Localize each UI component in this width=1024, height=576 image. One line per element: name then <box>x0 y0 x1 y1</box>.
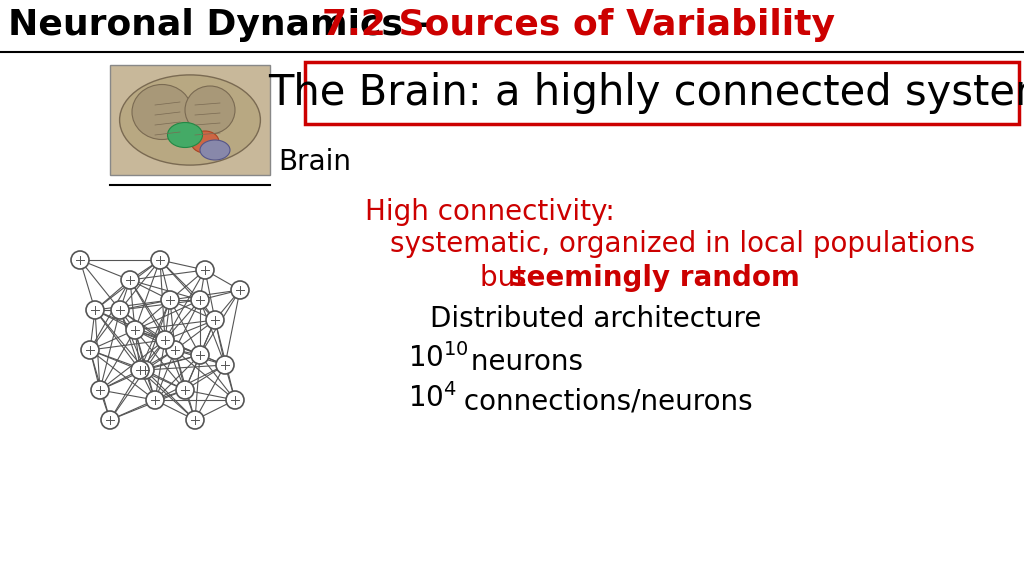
Text: but: but <box>480 264 535 292</box>
Text: connections/neurons: connections/neurons <box>455 388 753 416</box>
Ellipse shape <box>168 123 203 147</box>
Circle shape <box>186 411 204 429</box>
Text: seemingly random: seemingly random <box>510 264 800 292</box>
Circle shape <box>161 291 179 309</box>
Circle shape <box>176 381 194 399</box>
Circle shape <box>146 391 164 409</box>
Circle shape <box>86 301 104 319</box>
Circle shape <box>196 261 214 279</box>
Circle shape <box>111 301 129 319</box>
Circle shape <box>126 321 144 339</box>
Text: $10^{10}$: $10^{10}$ <box>408 343 469 373</box>
Ellipse shape <box>200 140 230 160</box>
Text: Brain: Brain <box>278 148 351 176</box>
Circle shape <box>81 341 99 359</box>
Ellipse shape <box>185 86 234 134</box>
Circle shape <box>216 356 234 374</box>
Circle shape <box>101 411 119 429</box>
Text: $10^{4}$: $10^{4}$ <box>408 383 457 413</box>
Text: neurons: neurons <box>462 348 583 376</box>
Text: Neuronal Dynamics –: Neuronal Dynamics – <box>8 8 446 42</box>
Circle shape <box>91 381 109 399</box>
Circle shape <box>231 281 249 299</box>
FancyBboxPatch shape <box>305 62 1019 124</box>
Circle shape <box>136 361 154 379</box>
Circle shape <box>121 271 139 289</box>
Text: Distributed architecture: Distributed architecture <box>430 305 762 333</box>
Circle shape <box>71 251 89 269</box>
Circle shape <box>206 311 224 329</box>
Circle shape <box>156 331 174 349</box>
Circle shape <box>226 391 244 409</box>
Ellipse shape <box>132 85 193 139</box>
Circle shape <box>166 341 184 359</box>
Ellipse shape <box>120 75 260 165</box>
Circle shape <box>151 251 169 269</box>
Text: The Brain: a highly connected system: The Brain: a highly connected system <box>268 72 1024 114</box>
Text: 7.2 Sources of Variability: 7.2 Sources of Variability <box>322 8 835 42</box>
Circle shape <box>131 361 150 379</box>
Circle shape <box>191 291 209 309</box>
Text: High connectivity:: High connectivity: <box>365 198 614 226</box>
Circle shape <box>191 346 209 364</box>
Ellipse shape <box>191 131 219 153</box>
Text: systematic, organized in local populations: systematic, organized in local populatio… <box>390 230 975 258</box>
Bar <box>110 65 270 175</box>
